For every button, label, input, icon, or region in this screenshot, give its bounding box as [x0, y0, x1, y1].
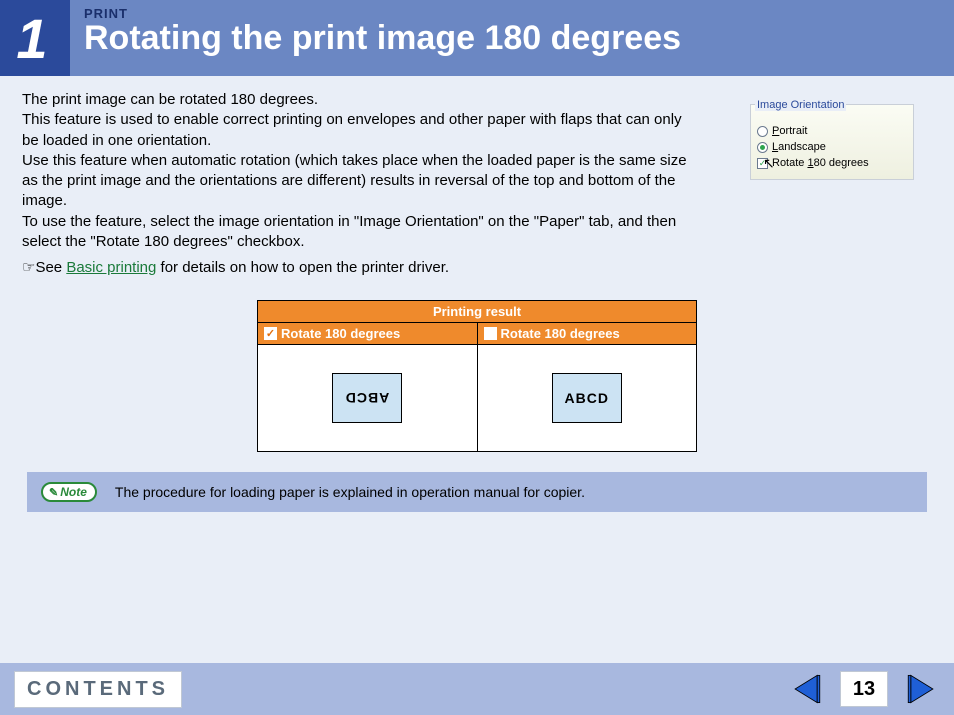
col-label: Rotate 180 degrees: [281, 326, 400, 341]
col-label: Rotate 180 degrees: [501, 326, 620, 341]
body-text: The print image can be rotated 180 degre…: [22, 90, 702, 278]
option-label: Landscape: [772, 141, 826, 153]
option-label: Rotate 180 degrees: [772, 157, 869, 169]
result-cell-normal: ABCD: [478, 345, 697, 451]
paragraph-2: This feature is used to enable correct p…: [22, 110, 702, 151]
result-col-header-unchecked: ✓ Rotate 180 degrees: [478, 323, 697, 345]
content-area: The print image can be rotated 180 degre…: [0, 76, 954, 512]
orientation-option-portrait[interactable]: Portrait: [757, 123, 907, 139]
page-title: Rotating the print image 180 degrees: [84, 19, 681, 58]
header-text-block: PRINT Rotating the print image 180 degre…: [70, 0, 681, 76]
next-page-button[interactable]: [902, 671, 940, 707]
result-col-normal: ✓ Rotate 180 degrees ABCD: [478, 323, 697, 451]
prev-page-button[interactable]: [788, 671, 826, 707]
radio-icon: [757, 126, 768, 137]
basic-printing-link[interactable]: Basic printing: [66, 259, 156, 276]
contents-button[interactable]: CONTENTS: [14, 671, 182, 708]
paragraph-3: Use this feature when automatic rotation…: [22, 151, 702, 212]
result-table-header: Printing result: [258, 301, 696, 323]
see-suffix: for details on how to open the printer d…: [156, 259, 449, 276]
chapter-number: 1: [0, 0, 70, 76]
paragraph-1: The print image can be rotated 180 degre…: [22, 90, 702, 110]
page-number: 13: [840, 671, 888, 707]
page-header: 1 PRINT Rotating the print image 180 deg…: [0, 0, 954, 76]
arrow-right-icon: [904, 672, 938, 706]
radio-selected-icon: [757, 142, 768, 153]
option-label: Portrait: [772, 125, 807, 137]
result-col-header-checked: ✓ Rotate 180 degrees: [258, 323, 477, 345]
result-cell-rotated: ABCD: [258, 345, 477, 451]
footer-bar: CONTENTS 13: [0, 663, 954, 715]
note-bar: Note The procedure for loading paper is …: [27, 472, 927, 512]
note-badge: Note: [41, 482, 97, 502]
sample-rotated: ABCD: [332, 373, 402, 423]
sample-normal: ABCD: [552, 373, 622, 423]
see-line: ☞See Basic printing for details on how t…: [22, 258, 702, 278]
checkbox-checked-icon: ✓: [264, 327, 277, 340]
orientation-group-title: Image Orientation: [755, 99, 846, 111]
printing-result-table: Printing result ✓ Rotate 180 degrees ABC…: [257, 300, 697, 452]
nav-group: 13: [788, 671, 940, 707]
pointer-icon: ☞See: [22, 259, 66, 276]
checkbox-empty-icon: ✓: [484, 327, 497, 340]
note-text: The procedure for loading paper is expla…: [115, 484, 585, 500]
arrow-left-icon: [790, 672, 824, 706]
image-orientation-panel: Image Orientation Portrait Landscape Rot…: [750, 104, 914, 180]
result-col-rotated: ✓ Rotate 180 degrees ABCD: [258, 323, 478, 451]
orientation-option-landscape[interactable]: Landscape: [757, 139, 907, 155]
paragraph-4: To use the feature, select the image ori…: [22, 212, 702, 253]
orientation-option-rotate[interactable]: Rotate 180 degrees: [757, 155, 907, 171]
checkbox-checked-icon: [757, 158, 768, 169]
